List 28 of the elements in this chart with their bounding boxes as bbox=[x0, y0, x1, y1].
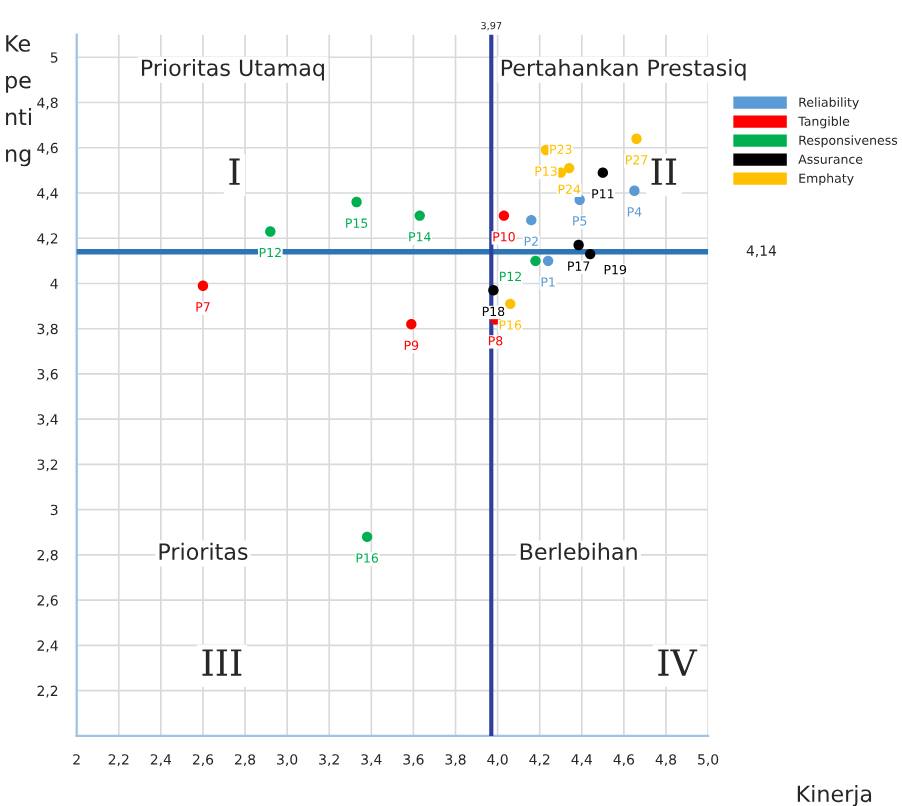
point bbox=[597, 167, 609, 178]
y-axis-title: Ke pe nti ng bbox=[6, 35, 31, 167]
point bbox=[265, 226, 276, 237]
point bbox=[573, 239, 584, 251]
annotation: Berlebihan bbox=[520, 542, 637, 561]
point bbox=[351, 196, 362, 208]
x-axis-title: Kinerja bbox=[797, 784, 872, 806]
point bbox=[361, 531, 373, 543]
point bbox=[414, 210, 425, 221]
point bbox=[629, 185, 640, 196]
point bbox=[631, 133, 642, 144]
annotation: Pertahankan Prestasiq bbox=[501, 58, 746, 81]
annotation: II bbox=[651, 158, 677, 185]
point bbox=[563, 162, 575, 174]
annotation: I bbox=[229, 158, 240, 185]
annotation: IV bbox=[658, 649, 698, 676]
point bbox=[542, 255, 554, 267]
annotation: Prioritas bbox=[159, 542, 248, 561]
point bbox=[530, 255, 541, 267]
annotation: III bbox=[202, 649, 242, 676]
point bbox=[585, 248, 596, 260]
point bbox=[526, 214, 537, 226]
point bbox=[488, 285, 499, 296]
annotation: Prioritas Utamaq bbox=[141, 58, 324, 81]
point bbox=[406, 319, 417, 330]
point bbox=[498, 210, 510, 221]
point bbox=[197, 280, 209, 291]
point bbox=[505, 298, 516, 310]
